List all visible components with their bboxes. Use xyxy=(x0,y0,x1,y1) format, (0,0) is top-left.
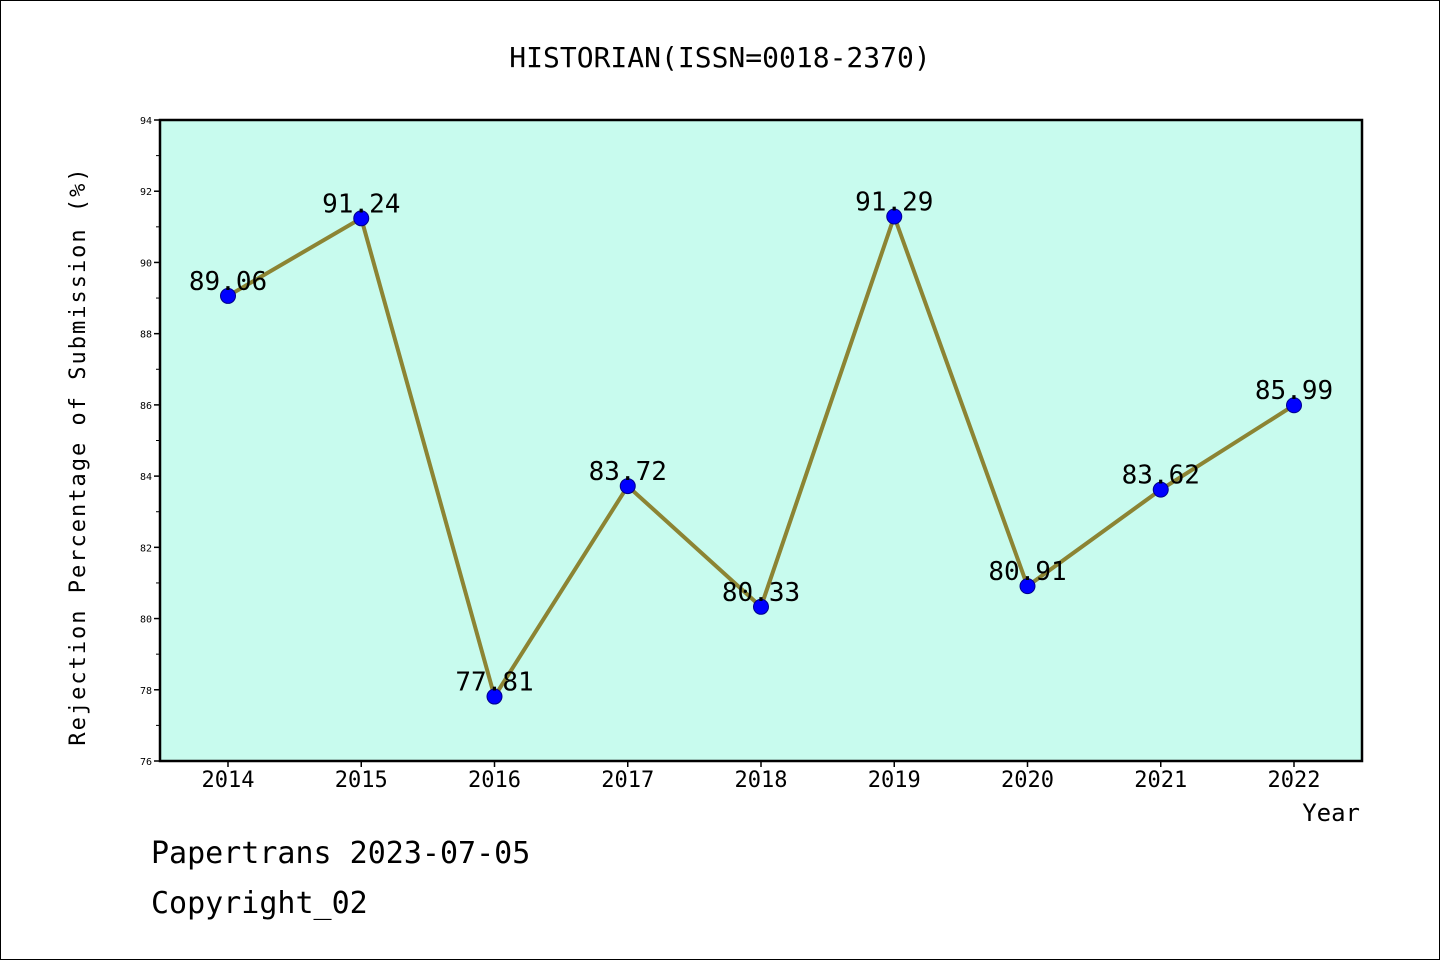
chart-title: HISTORIAN(ISSN=0018-2370) xyxy=(509,41,930,74)
data-label: 89.06 xyxy=(189,267,267,297)
y-tick-label: 76 xyxy=(140,757,152,768)
data-point xyxy=(1286,397,1302,414)
y-tick-label: 80 xyxy=(140,615,152,626)
data-label: 91.29 xyxy=(855,188,933,218)
data-point xyxy=(886,208,903,225)
data-label: 83.62 xyxy=(1122,461,1200,491)
x-tick-label: 2015 xyxy=(335,768,388,793)
series-layer: 89.06 91.24 77.81 83.72 80.33 91.29 80.91 83.62… xyxy=(189,188,1333,705)
data-point xyxy=(220,287,236,304)
x-tick-label: 2022 xyxy=(1268,768,1321,793)
data-label: 80.91 xyxy=(988,557,1066,587)
x-tick-label: 2014 xyxy=(202,768,255,793)
x-tick-label: 2019 xyxy=(868,768,921,793)
footer-date: Papertrans 2023-07-05 xyxy=(151,836,531,871)
data-label: 85.99 xyxy=(1255,376,1333,406)
y-tick-label: 88 xyxy=(140,330,152,341)
x-tick-label: 2017 xyxy=(601,768,654,793)
y-axis-label: Rejection Percentage of Submission (%) xyxy=(66,166,91,745)
y-tick-label: 92 xyxy=(140,187,152,198)
data-label: 77.81 xyxy=(455,668,533,698)
x-tick-label: 2018 xyxy=(735,768,788,793)
data-point xyxy=(353,210,370,227)
data-label: 83.72 xyxy=(589,457,667,487)
x-tick-label: 2020 xyxy=(1001,768,1054,793)
data-label: 80.33 xyxy=(722,578,800,608)
footer-copyright: Copyright_02 xyxy=(151,886,368,921)
plot-area xyxy=(158,118,1364,763)
y-tick-label: 86 xyxy=(140,401,152,412)
y-tick-label: 84 xyxy=(140,472,152,483)
data-label: 91.24 xyxy=(322,189,400,219)
y-tick-label: 90 xyxy=(140,258,152,269)
data-point xyxy=(753,598,769,615)
x-axis-label: Year xyxy=(1302,799,1360,827)
x-tick-label: 2016 xyxy=(468,768,521,793)
y-tick-label: 82 xyxy=(140,543,152,554)
data-point xyxy=(1019,578,1036,595)
data-point xyxy=(619,478,636,495)
data-point xyxy=(1152,481,1169,498)
x-axis: 2014 2015 2016 2017 2018 2019 2020 2021 2022 xyxy=(202,761,1321,793)
y-tick-label: 94 xyxy=(140,116,152,127)
x-tick-label: 2021 xyxy=(1134,768,1187,793)
y-axis: 76 78 80 82 84 86 88 90 92 94 xyxy=(140,116,160,768)
data-point xyxy=(486,688,503,705)
y-tick-label: 78 xyxy=(140,686,152,697)
